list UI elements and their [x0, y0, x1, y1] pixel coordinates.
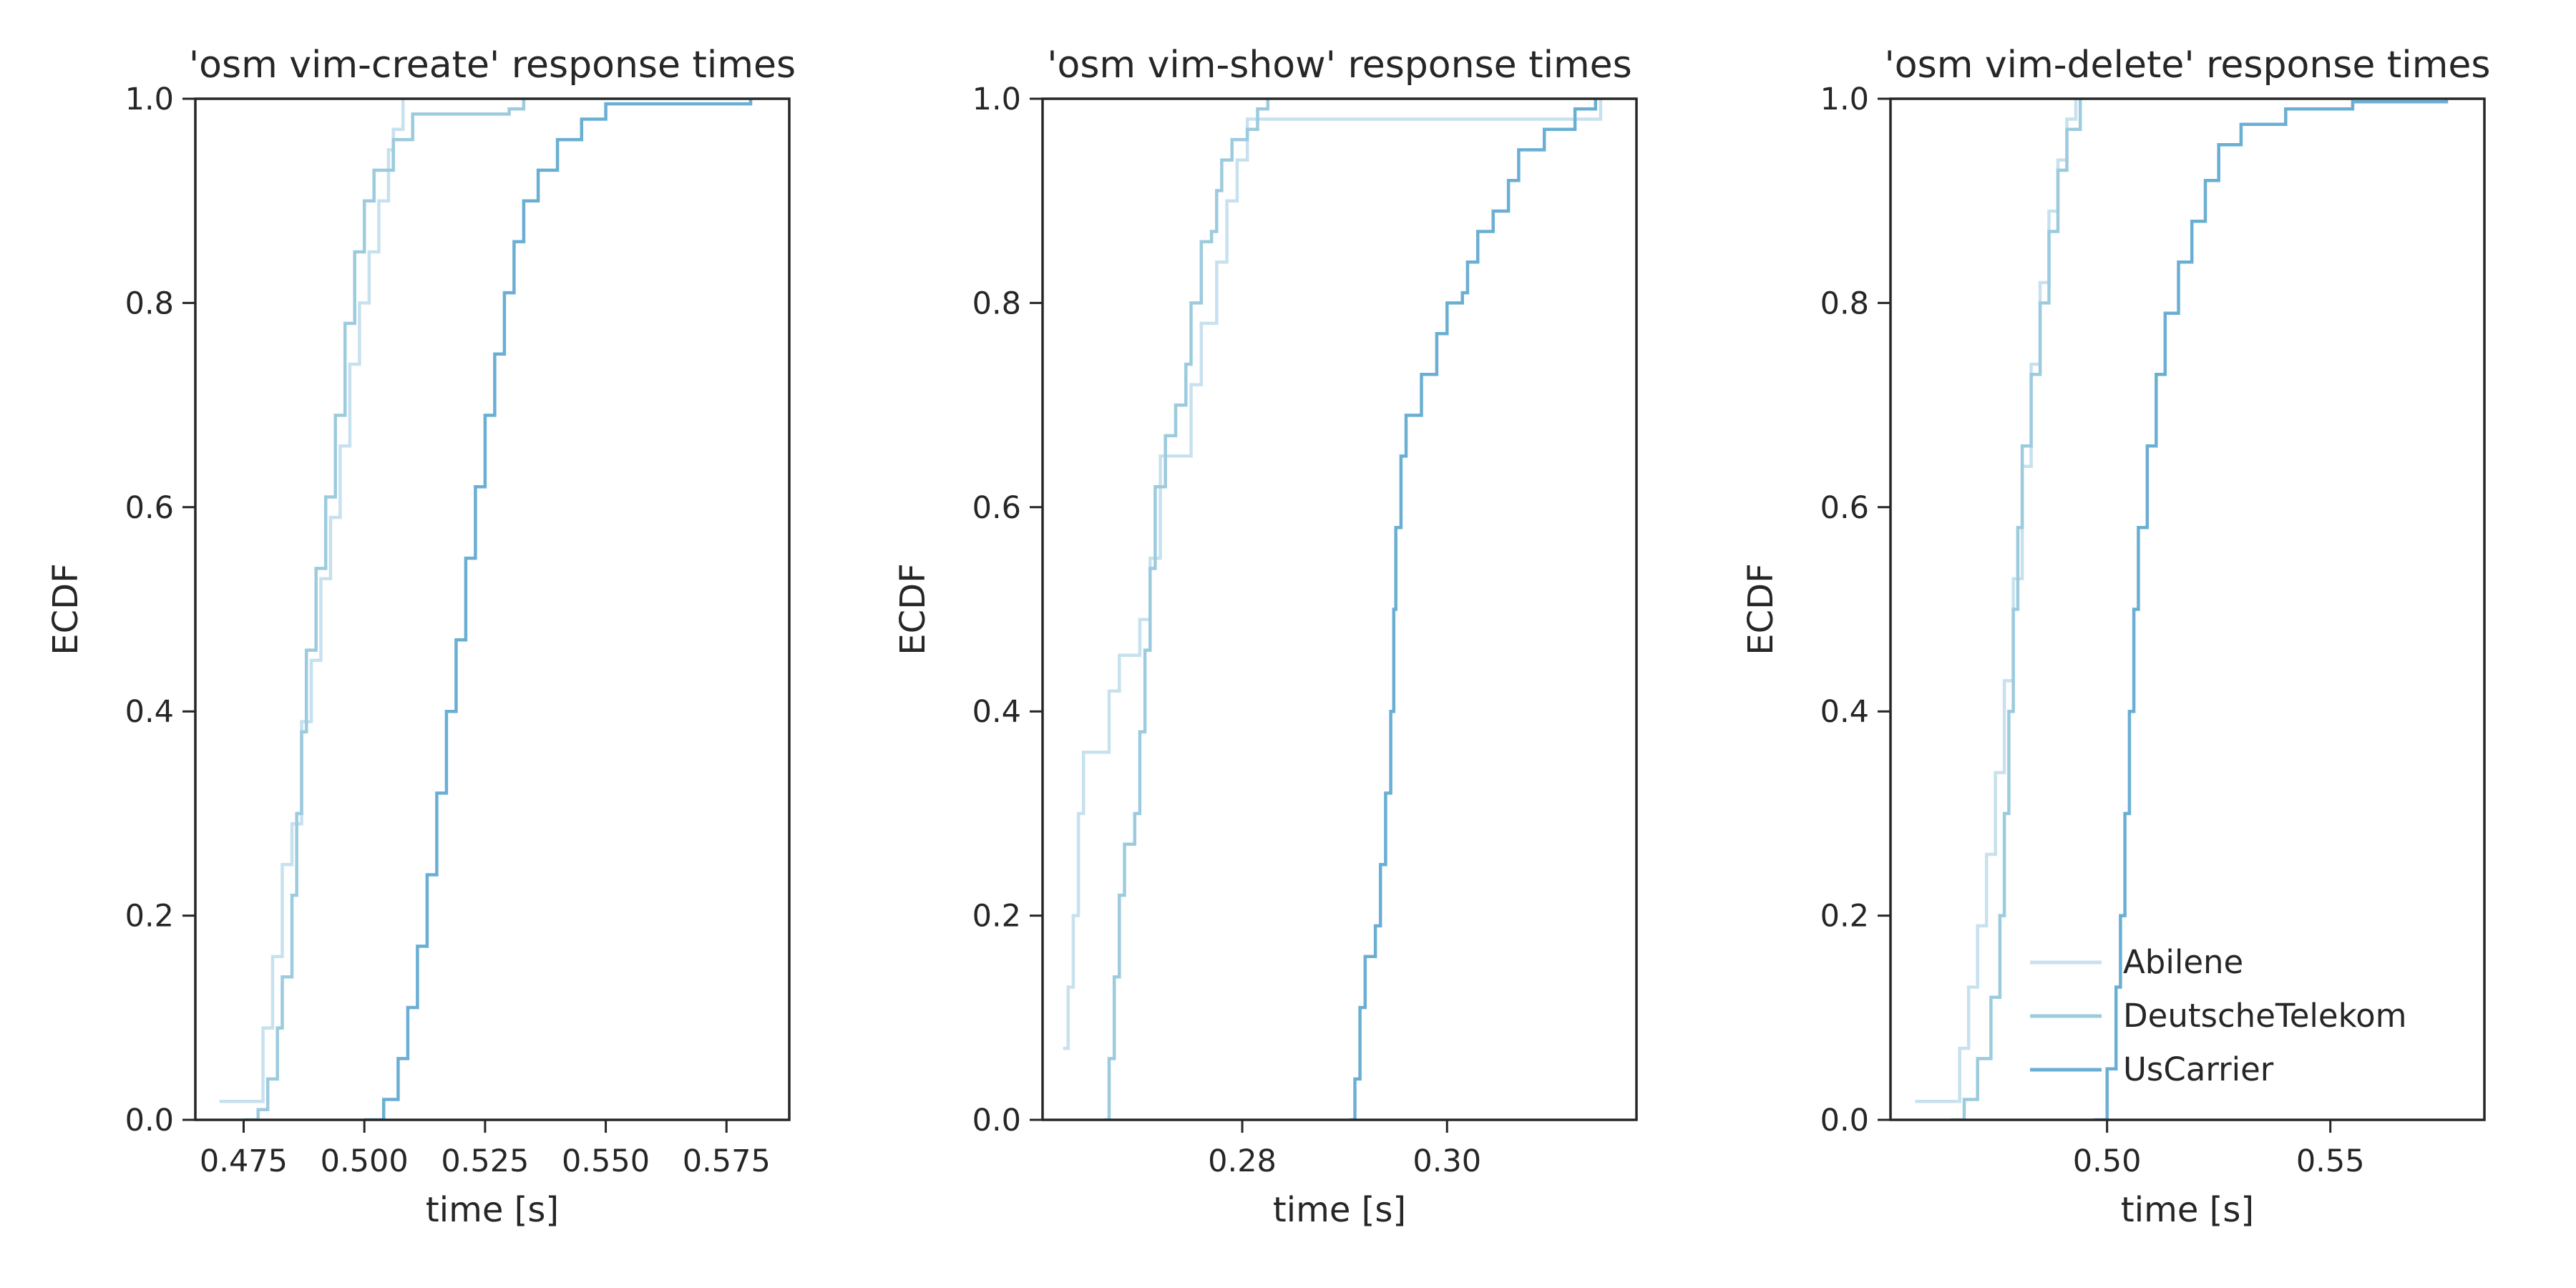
x-axis-label: time [s] — [2121, 1190, 2254, 1230]
y-tick-label: 1.0 — [972, 82, 1021, 117]
y-tick-label: 0.8 — [1820, 286, 1869, 321]
x-tick-label: 0.55 — [2296, 1143, 2365, 1179]
chart-panel-1: 0.0 0.2 0.4 0.6 0.8 1.0 0.475 0.500 0.525 0.550 0.… — [46, 44, 796, 1230]
y-axis-label: ECDF — [1741, 563, 1781, 655]
y-tick-label: 0.8 — [125, 286, 174, 321]
series-line-abilene — [219, 99, 405, 1103]
chart-title: 'osm vim-create' response times — [189, 44, 796, 87]
x-tick-label: 0.475 — [200, 1143, 288, 1179]
series-line-deutschetelekom — [1103, 99, 1270, 1120]
y-tick-label: 0.2 — [1820, 899, 1869, 935]
series-line-uscarrier — [364, 99, 753, 1120]
y-tick-label: 0.4 — [1820, 694, 1869, 730]
x-tick-label: 0.525 — [441, 1143, 529, 1179]
y-tick-label: 0.0 — [1820, 1103, 1869, 1138]
chart-panel-2: 0.0 0.2 0.4 0.6 0.8 1.0 0.28 0.30 'osm vim-show'… — [893, 44, 1638, 1230]
x-tick-label: 0.500 — [321, 1143, 409, 1179]
series-line-abilene — [1063, 99, 1603, 1050]
plot-frame — [1041, 97, 1638, 1121]
y-tick-label: 1.0 — [125, 82, 174, 117]
x-axis-label: time [s] — [426, 1190, 559, 1230]
series-group — [1915, 99, 2449, 1120]
chart-title: 'osm vim-show' response times — [1047, 44, 1632, 87]
x-tick-label: 0.28 — [1208, 1143, 1277, 1179]
plot-frame — [1889, 97, 2486, 1121]
legend-label-deutschetelekom: DeutscheTelekom — [2123, 997, 2406, 1035]
series-line-deutschetelekom — [1951, 99, 2082, 1120]
y-tick-label: 0.2 — [125, 899, 174, 935]
x-tick-label: 0.30 — [1413, 1143, 1481, 1179]
legend: Abilene DeutscheTelekom UsCarrier — [2030, 943, 2406, 1088]
series-group — [219, 99, 753, 1120]
series-line-uscarrier — [2093, 99, 2449, 1120]
y-axis-label: ECDF — [46, 563, 86, 655]
y-tick-label: 0.6 — [972, 490, 1021, 526]
y-tick-label: 1.0 — [1820, 82, 1869, 117]
y-tick-label: 0.6 — [1820, 490, 1869, 526]
y-tick-label: 0.4 — [972, 694, 1021, 730]
series-line-uscarrier — [1350, 99, 1598, 1120]
series-group — [1063, 99, 1603, 1120]
y-tick-label: 0.0 — [972, 1103, 1021, 1138]
y-tick-label: 0.6 — [125, 490, 174, 526]
x-tick-label: 0.575 — [683, 1143, 771, 1179]
legend-label-abilene: Abilene — [2123, 943, 2243, 981]
y-tick-label: 0.8 — [972, 286, 1021, 321]
y-tick-label: 0.4 — [125, 694, 174, 730]
y-tick-label: 0.2 — [972, 899, 1021, 935]
plot-frame — [194, 97, 791, 1121]
x-tick-label: 0.50 — [2073, 1143, 2142, 1179]
y-tick-label: 0.0 — [125, 1103, 174, 1138]
x-axis-label: time [s] — [1273, 1190, 1406, 1230]
chart-title: 'osm vim-delete' response times — [1885, 44, 2491, 87]
x-tick-label: 0.550 — [562, 1143, 650, 1179]
legend-label-uscarrier: UsCarrier — [2123, 1050, 2274, 1088]
y-axis-label: ECDF — [893, 563, 933, 655]
chart-panel-3: 0.0 0.2 0.4 0.6 0.8 1.0 0.50 0.55 'osm vim-delet… — [1741, 44, 2490, 1230]
series-line-deutschetelekom — [243, 99, 526, 1120]
